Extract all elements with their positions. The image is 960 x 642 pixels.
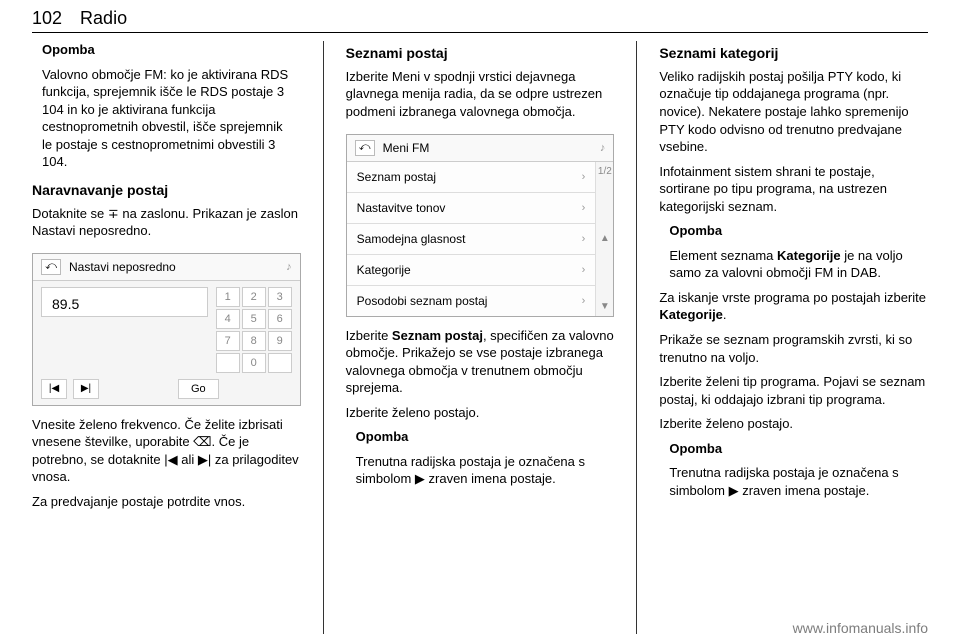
cat-p2: Infotainment sistem shrani te postaje, s… [659,163,928,216]
chevron-right-icon: › [582,233,586,245]
stationlist-select: Izberite želeno postajo. [346,404,615,422]
menu-item-tone[interactable]: Nastavitve tonov › [347,193,596,224]
term-categories: Kategorije [659,307,723,322]
menu-item-label: Seznam postaj [357,170,436,184]
next-button[interactable]: ▶| [73,379,99,399]
note-icon: ♪ [600,142,606,154]
note-heading: Opomba [42,41,291,59]
key-5[interactable]: 5 [242,309,266,329]
text: Izberite [346,328,392,343]
tuning-confirm: Za predvajanje postaje potrdite vnos. [32,493,301,511]
cat-p3: Za iskanje vrste programa po postajah iz… [659,289,928,324]
menu-item-label: Kategorije [357,263,411,277]
menu-item-label: Nastavitve tonov [357,201,446,215]
scroll-column: 1/2 ▲ ▼ [595,162,613,316]
key-blank-2 [268,353,292,373]
screen1-body: 89.5 1 2 3 4 5 6 7 8 9 0 [33,281,300,405]
note-body: Element seznama Kategorije je na voljo s… [669,247,918,282]
watermark: www.infomanuals.info [793,620,928,636]
key-9[interactable]: 9 [268,331,292,351]
column-1: Opomba Valovno območje FM: ko je aktivir… [32,41,301,634]
note-icon: ♪ [286,261,292,273]
chevron-right-icon: › [582,171,586,183]
stationlist-desc: Izberite Seznam postaj, specifičen za va… [346,327,615,397]
key-8[interactable]: 8 [242,331,266,351]
menu-item-categories[interactable]: Kategorije › [347,255,596,286]
cat-p1: Veliko radijskih postaj pošilja PTY kodo… [659,68,928,156]
cat-p5: Izberite želeni tip programa. Pojavi se … [659,373,928,408]
note-heading: Opomba [669,440,918,458]
key-7[interactable]: 7 [216,331,240,351]
back-icon[interactable]: ⤺ [41,259,61,275]
key-2[interactable]: 2 [242,287,266,307]
numeric-keypad: 1 2 3 4 5 6 7 8 9 0 [216,287,292,373]
column-3: Seznami kategorij Veliko radijskih posta… [659,41,928,634]
scroll-down-icon[interactable]: ▼ [600,301,610,312]
term-categories: Kategorije [777,248,841,263]
menu-item-station-list[interactable]: Seznam postaj › [347,162,596,193]
page-header: 102 Radio [32,8,928,33]
menu-item-label: Samodejna glasnost [357,232,466,246]
cat-p6: Izberite želeno postajo. [659,415,928,433]
tuning-intro: Dotaknite se ∓ na zaslonu. Prikazan je z… [32,205,301,240]
chevron-right-icon: › [582,295,586,307]
text: Za iskanje vrste programa po postajah iz… [659,290,926,305]
subheading-stationlists: Seznami postaj [346,44,615,63]
column-separator-1 [323,41,324,634]
subheading-tuning: Naravnavanje postaj [32,181,301,200]
text: . [723,307,727,322]
column-separator-2 [636,41,637,634]
text: Element seznama [669,248,777,263]
screen1-title: Nastavi neposredno [69,260,176,274]
key-6[interactable]: 6 [268,309,292,329]
tuning-desc: Vnesite želeno frekvenco. Če želite izbr… [32,416,301,486]
frequency-display[interactable]: 89.5 [41,287,208,317]
back-icon[interactable]: ⤺ [355,140,375,156]
prev-button[interactable]: |◀ [41,379,67,399]
stationlists-intro-text: Izberite Meni v spodnji vrstici dejavneg… [346,69,603,119]
key-3[interactable]: 3 [268,287,292,307]
chevron-right-icon: › [582,264,586,276]
menu-item-label: Posodobi seznam postaj [357,294,488,308]
menu-item-autovol[interactable]: Samodejna glasnost › [347,224,596,255]
cat-p4: Prikaže se seznam programskih zvrsti, ki… [659,331,928,366]
note-heading: Opomba [356,428,605,446]
note-body: Trenutna radijska postaja je označena s … [356,453,605,488]
key-1[interactable]: 1 [216,287,240,307]
screen2-titlebar: ⤺ Meni FM ♪ [347,135,614,162]
page-number: 102 [32,8,62,29]
note-body: Valovno območje FM: ko je aktivirana RDS… [42,66,291,171]
chevron-right-icon: › [582,202,586,214]
stationlists-intro: Izberite Meni v spodnji vrstici dejavneg… [346,68,615,121]
menu-list: Seznam postaj › Nastavitve tonov › Samod… [347,162,596,316]
go-button[interactable]: Go [178,379,219,399]
screen-fm-menu: ⤺ Meni FM ♪ Seznam postaj › Nastavitve t… [346,134,615,317]
note-heading: Opomba [669,222,918,240]
page-indicator: 1/2 [598,166,612,177]
key-4[interactable]: 4 [216,309,240,329]
chapter-title: Radio [80,8,127,29]
note-body: Trenutna radijska postaja je označena s … [669,464,918,499]
scroll-up-icon[interactable]: ▲ [600,233,610,244]
tuning-intro-text: Dotaknite se ∓ na zaslonu. Prikazan je z… [32,206,298,239]
screen2-title: Meni FM [383,141,430,155]
screen-direct-tune: ⤺ Nastavi neposredno ♪ 89.5 1 2 3 4 5 6 [32,253,301,406]
term-station-list: Seznam postaj [392,328,483,343]
content-columns: Opomba Valovno območje FM: ko je aktivir… [32,41,928,634]
screen1-titlebar: ⤺ Nastavi neposredno ♪ [33,254,300,281]
column-2: Seznami postaj Izberite Meni v spodnji v… [346,41,615,634]
key-blank-1 [216,353,240,373]
subheading-categories: Seznami kategorij [659,44,928,63]
menu-item-update[interactable]: Posodobi seznam postaj › [347,286,596,316]
key-0[interactable]: 0 [242,353,266,373]
